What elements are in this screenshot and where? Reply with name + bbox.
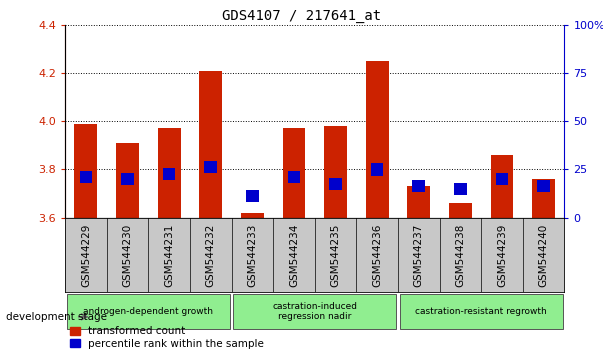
Text: GSM544232: GSM544232 [206,224,216,287]
Bar [329,178,342,190]
Bar [116,143,139,218]
Text: GSM544229: GSM544229 [81,224,91,287]
Bar [241,213,264,218]
Bar [366,61,388,218]
Text: androgen-dependent growth: androgen-dependent growth [83,307,213,316]
Bar [371,164,384,176]
Text: GSM544230: GSM544230 [122,224,133,287]
FancyBboxPatch shape [67,295,230,329]
Text: GSM544231: GSM544231 [164,224,174,287]
Bar [288,171,300,183]
Bar [532,179,555,218]
Bar [163,168,175,180]
Bar [496,173,508,185]
Text: GSM544233: GSM544233 [247,224,257,287]
Bar [158,129,180,218]
Text: GSM544235: GSM544235 [330,224,341,287]
Bar [449,203,472,218]
Text: GSM544240: GSM544240 [538,224,549,287]
Text: castration-induced
regression nadir: castration-induced regression nadir [273,302,357,321]
Text: GDS4107 / 217641_at: GDS4107 / 217641_at [222,9,381,23]
FancyBboxPatch shape [400,295,563,329]
Text: GSM544239: GSM544239 [497,224,507,287]
Bar [412,180,425,192]
Bar [121,173,134,185]
Bar [80,171,92,183]
Bar [283,129,305,218]
Bar [200,70,222,218]
Text: GSM544237: GSM544237 [414,224,424,287]
Bar [204,161,217,173]
Bar [537,180,550,192]
Text: GSM544236: GSM544236 [372,224,382,287]
Text: castration-resistant regrowth: castration-resistant regrowth [415,307,547,316]
Text: GSM544238: GSM544238 [455,224,466,287]
Bar [454,183,467,195]
Legend: transformed count, percentile rank within the sample: transformed count, percentile rank withi… [71,326,264,349]
Text: GSM544234: GSM544234 [289,224,299,287]
Text: development stage: development stage [6,312,107,322]
Bar [324,126,347,218]
Bar [246,190,259,202]
Bar [408,186,430,218]
Bar [491,155,513,218]
FancyBboxPatch shape [233,295,396,329]
Bar [75,124,97,218]
